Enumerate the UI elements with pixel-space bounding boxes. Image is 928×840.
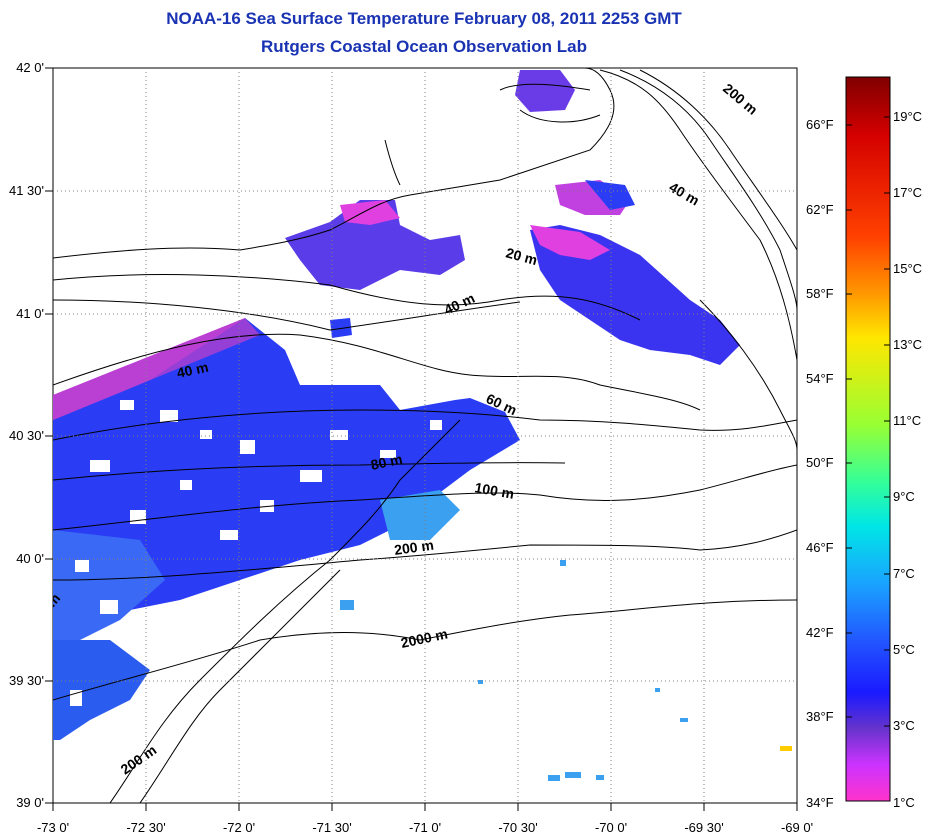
sst-patch-ri-pink bbox=[340, 200, 400, 225]
colorbar-ticks bbox=[846, 116, 890, 727]
lon-label-72: -72 0' bbox=[222, 820, 256, 835]
contour-label-clipped: m bbox=[43, 590, 63, 610]
colorbar-label-50f: 50°F bbox=[806, 455, 834, 470]
lat-label-42: 42 0' bbox=[16, 60, 44, 75]
colorbar-label-13c: 13°C bbox=[893, 337, 923, 352]
lat-label-39-30: 39 30' bbox=[8, 673, 44, 688]
lon-label-70: -70 0' bbox=[594, 820, 628, 835]
colorbar-label-11c: 11°C bbox=[893, 413, 922, 428]
lon-label-69: -69 0' bbox=[780, 820, 814, 835]
lat-label-40-30: 40 30' bbox=[8, 428, 44, 443]
colorbar-label-15c: 15°C bbox=[893, 261, 923, 276]
colorbar-label-42f: 42°F bbox=[806, 625, 834, 640]
colorbar bbox=[845, 76, 891, 802]
axis-ticks bbox=[45, 67, 798, 811]
colorbar-label-9c: 9°C bbox=[893, 489, 915, 504]
colorbar-label-62f: 62°F bbox=[806, 202, 834, 217]
sst-scatter-south bbox=[340, 560, 688, 781]
sst-patch-nantucket bbox=[530, 225, 740, 365]
colorbar-label-19c: 19°C bbox=[893, 109, 923, 124]
graticule bbox=[53, 68, 797, 803]
lon-label-73: -73 0' bbox=[36, 820, 70, 835]
contour-label-40m-west: 40 m bbox=[175, 359, 210, 381]
sst-patch-nantucket-pink bbox=[530, 225, 610, 260]
lat-label-40: 40 0' bbox=[16, 551, 44, 566]
sst-patch-purple-edge bbox=[53, 318, 260, 420]
colorbar-label-17c: 17°C bbox=[893, 185, 923, 200]
colorbar-label-38f: 38°F bbox=[806, 709, 834, 724]
lon-label-71: -71 0' bbox=[408, 820, 442, 835]
sst-patch-shelf-mid bbox=[380, 490, 460, 540]
contour-label-20m: 20 m bbox=[504, 244, 539, 268]
colorbar-label-5c: 5°C bbox=[893, 642, 915, 657]
lon-label-72-30: -72 30' bbox=[126, 820, 166, 835]
lon-label-70-30: -70 30' bbox=[498, 820, 538, 835]
colorbar-label-46f: 46°F bbox=[806, 540, 834, 555]
lat-label-41: 41 0' bbox=[16, 306, 44, 321]
contour-label-100m: 100 m bbox=[473, 479, 515, 502]
colorbar-label-34f: 34°F bbox=[806, 795, 834, 810]
bathymetry-contours bbox=[53, 69, 797, 803]
contour-label-80m: 80 m bbox=[369, 451, 404, 473]
colorbar-label-54f: 54°F bbox=[806, 371, 834, 386]
page-title: NOAA-16 Sea Surface Temperature February… bbox=[166, 9, 682, 28]
colorbar-label-58f: 58°F bbox=[806, 286, 834, 301]
colorbar-label-1c: 1°C bbox=[893, 795, 915, 810]
colorbar-label-7c: 7°C bbox=[893, 566, 915, 581]
colorbar-label-66f: 66°F bbox=[806, 117, 834, 132]
lon-label-71-30: -71 30' bbox=[312, 820, 352, 835]
lat-label-41-30: 41 30' bbox=[8, 183, 44, 198]
sst-patch-cape-cod-bay bbox=[515, 70, 575, 112]
colorbar-label-3c: 3°C bbox=[893, 718, 915, 733]
lon-label-69-30: -69 30' bbox=[684, 820, 724, 835]
page-subtitle: Rutgers Coastal Ocean Observation Lab bbox=[261, 37, 587, 56]
sst-patch-ri-sound bbox=[285, 200, 465, 290]
lat-label-39: 39 0' bbox=[16, 795, 44, 810]
coastline bbox=[53, 68, 615, 259]
contour-label-200m-mid: 200 m bbox=[393, 537, 435, 558]
sst-patch-southwest bbox=[53, 640, 150, 740]
